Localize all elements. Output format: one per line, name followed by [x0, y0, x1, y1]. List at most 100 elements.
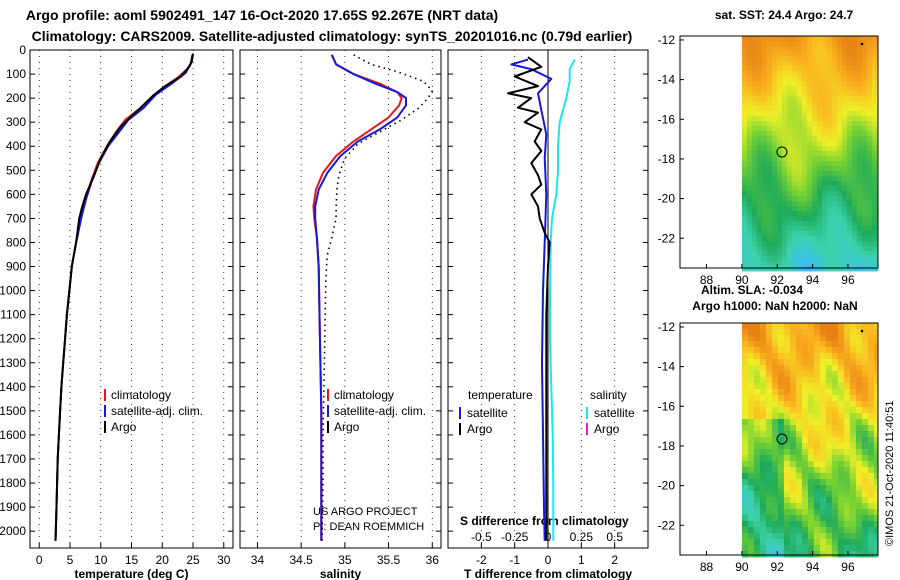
map-cell: [866, 206, 873, 212]
map-cell: [753, 329, 761, 336]
map-cell: [756, 41, 763, 47]
map-cell: [781, 106, 788, 112]
map-cell: [777, 533, 785, 540]
map-cell: [766, 176, 773, 182]
map-cell: [746, 71, 753, 77]
map-cell: [867, 413, 875, 420]
map-cell: [861, 527, 869, 534]
map-cell: [826, 251, 833, 257]
map-cell: [741, 136, 748, 142]
map-cell: [747, 473, 755, 480]
map-cell: [821, 181, 828, 187]
map-cell: [836, 156, 843, 162]
map-cell: [825, 485, 833, 492]
map-cell: [776, 206, 783, 212]
map-cell: [761, 106, 768, 112]
map-cell: [786, 41, 793, 47]
map-cell: [867, 503, 875, 510]
map-cell: [751, 251, 758, 257]
map-cell: [849, 521, 857, 528]
map-cell: [826, 201, 833, 207]
map-cell: [866, 256, 873, 262]
map-cell: [831, 171, 838, 177]
map-cell: [771, 186, 778, 192]
map-cell: [826, 106, 833, 112]
map-cell: [751, 106, 758, 112]
map-cell: [746, 131, 753, 137]
map-title: sat. SST: 24.4 Argo: 24.7: [715, 8, 854, 22]
map-cell: [861, 266, 868, 272]
map-cell: [761, 96, 768, 102]
map-cell: [831, 61, 838, 67]
map-cell: [819, 503, 827, 510]
map-cell: [825, 383, 833, 390]
map-cell: [856, 111, 863, 117]
map-y-tick-label: -12: [658, 320, 676, 334]
map-cell: [813, 461, 821, 468]
map-cell: [836, 151, 843, 157]
map-cell: [756, 201, 763, 207]
map-cell: [795, 413, 803, 420]
map-cell: [871, 241, 878, 247]
map-cell: [747, 335, 755, 342]
map-cell: [866, 36, 873, 42]
map-cell: [873, 503, 879, 510]
map-cell: [786, 241, 793, 247]
plot-frame: [29, 49, 234, 549]
map-cell: [836, 201, 843, 207]
map-cell: [866, 231, 873, 237]
map-cell: [781, 261, 788, 267]
map-cell: [746, 126, 753, 132]
map-cell: [846, 86, 853, 92]
map-cell: [761, 236, 768, 242]
map-cell: [765, 371, 773, 378]
map-cell: [831, 36, 838, 42]
map-cell: [796, 96, 803, 102]
map-cell: [776, 251, 783, 257]
map-cell: [801, 116, 808, 122]
map-cell: [849, 491, 857, 498]
map-cell: [807, 467, 815, 474]
map-cell: [831, 146, 838, 152]
x-tick-label: 2: [611, 553, 618, 567]
map-cell: [843, 551, 851, 558]
map-cell: [806, 46, 813, 52]
map-cell: [781, 196, 788, 202]
map-cell: [841, 101, 848, 107]
map-cell: [831, 116, 838, 122]
map-cell: [846, 56, 853, 62]
map-cell: [819, 365, 827, 372]
map-cell: [741, 443, 749, 450]
map-cell: [856, 136, 863, 142]
map-cell: [867, 455, 875, 462]
map-cell: [836, 216, 843, 222]
map-cell: [771, 66, 778, 72]
map-cell: [761, 256, 768, 262]
map-cell: [801, 449, 809, 456]
map-cell: [821, 266, 828, 272]
map-cell: [801, 335, 809, 342]
map-cell: [801, 261, 808, 267]
map-cell: [806, 201, 813, 207]
map-cell: [819, 461, 827, 468]
map-cell: [867, 485, 875, 492]
map-cell: [846, 111, 853, 117]
map-cell: [825, 473, 833, 480]
map-cell: [771, 261, 778, 267]
map-cell: [846, 51, 853, 57]
map-cell: [841, 266, 848, 272]
map-cell: [849, 407, 857, 414]
map-cell: [791, 126, 798, 132]
map-cell: [821, 166, 828, 172]
map-cell: [751, 176, 758, 182]
map-cell: [766, 266, 773, 272]
map-cell: [855, 545, 863, 552]
map-cell: [851, 211, 858, 217]
map-cell: [819, 443, 827, 450]
map-cell: [796, 126, 803, 132]
map-cell: [871, 126, 878, 132]
map-cell: [811, 151, 818, 157]
map-cell: [806, 261, 813, 267]
map-cell: [851, 116, 858, 122]
map-cell: [831, 66, 838, 72]
